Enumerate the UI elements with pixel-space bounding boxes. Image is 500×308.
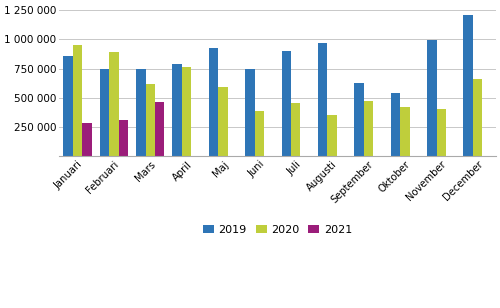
Bar	[172, 64, 182, 156]
Bar	[318, 43, 328, 156]
Bar	[109, 52, 118, 156]
Bar	[400, 107, 409, 156]
Bar	[146, 84, 155, 156]
Bar	[291, 103, 300, 156]
Bar	[364, 101, 373, 156]
Legend: 2019, 2020, 2021: 2019, 2020, 2021	[198, 220, 356, 239]
Bar	[282, 51, 291, 156]
Bar	[82, 123, 92, 156]
Bar	[73, 45, 82, 156]
Bar	[209, 47, 218, 156]
Bar	[182, 67, 192, 156]
Bar	[436, 109, 446, 156]
Bar	[254, 111, 264, 156]
Bar	[136, 69, 145, 156]
Bar	[64, 56, 73, 156]
Bar	[390, 93, 400, 156]
Bar	[100, 69, 109, 156]
Bar	[118, 120, 128, 156]
Bar	[354, 83, 364, 156]
Bar	[245, 69, 254, 156]
Bar	[464, 15, 473, 156]
Bar	[473, 79, 482, 156]
Bar	[427, 40, 436, 156]
Bar	[328, 115, 337, 156]
Bar	[155, 102, 164, 156]
Bar	[218, 87, 228, 156]
